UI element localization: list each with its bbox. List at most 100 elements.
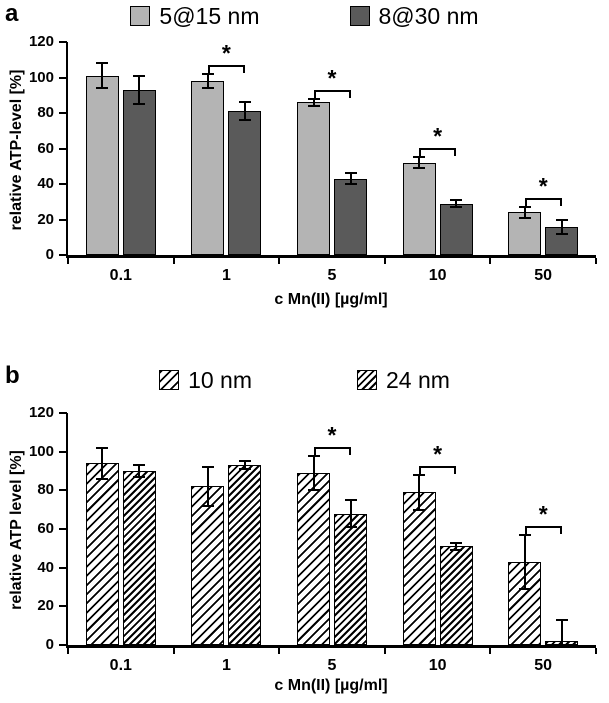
y-tick: [59, 41, 67, 43]
x-tick: [172, 258, 175, 264]
bar-5@15-nm-5: [297, 102, 330, 255]
y-tick-label: 100: [28, 442, 54, 460]
significance-star: *: [327, 421, 337, 448]
error-bar-cap-bottom: [450, 549, 463, 552]
y-tick: [59, 183, 67, 185]
y-tick-label: 40: [37, 558, 54, 576]
significance-star: *: [433, 123, 443, 150]
y-tick: [59, 605, 67, 608]
error-bar-cap-bottom: [518, 216, 531, 219]
error-bar: [455, 542, 458, 551]
error-bar-cap-bottom: [238, 119, 251, 122]
category-label: 0.1: [109, 267, 132, 284]
panel-b-legend: 10 nm 24 nm: [0, 367, 609, 393]
significance-bracket-leg: [348, 89, 351, 98]
error-bar: [101, 447, 104, 479]
error-bar: [138, 465, 141, 477]
bar-5@15-nm-0.1: [85, 75, 119, 255]
error-bar: [560, 619, 563, 645]
x-tick: [595, 648, 597, 654]
x-tick: [172, 648, 175, 654]
y-tick-label: 120: [28, 33, 54, 50]
error-bar: [523, 534, 526, 589]
y-tick-label: 60: [37, 520, 54, 537]
significance-star: *: [538, 173, 548, 200]
y-tick-label: 20: [37, 210, 54, 228]
y-tick-label: 40: [37, 175, 54, 192]
panel-b-plot-area: 0 20 40 60 80 100 120 0.1 1 5 10 50 * * *: [29, 404, 597, 674]
error-bar-cap-bottom: [413, 508, 426, 511]
error-bar-cap-top: [307, 97, 320, 100]
y-tick-label: 20: [37, 597, 54, 615]
category-label: 10: [428, 267, 447, 284]
category-label: 50: [534, 657, 553, 674]
error-bar-cap-top: [344, 172, 357, 175]
x-tick: [489, 648, 492, 654]
y-tick: [59, 147, 67, 150]
error-bar-cap-top: [518, 533, 531, 536]
legend-label: 10 nm: [188, 367, 252, 393]
legend-label: 24 nm: [386, 367, 450, 393]
error-bar-cap-bottom: [238, 468, 251, 471]
x-tick: [595, 258, 597, 264]
error-bar: [243, 102, 246, 121]
y-tick-label: 80: [37, 481, 54, 499]
panel-b-x-axis-title: c Mn(II) [µg/ml]: [274, 677, 388, 694]
error-bar: [418, 157, 421, 169]
bar-10-nm-0.1: [85, 463, 119, 645]
error-bar-cap-bottom: [344, 526, 357, 529]
bar-24-nm-0.1: [122, 471, 156, 645]
error-bar-cap-bottom: [555, 232, 568, 235]
error-bar-cap-bottom: [344, 183, 357, 185]
bar-10-nm-1: [191, 486, 225, 645]
panel-a-plot-area: 0 20 40 60 80 100 120 0.1 1 5 10 50 * * * *: [29, 33, 597, 284]
error-bar-cap-top: [450, 541, 463, 544]
bar-8@30-nm-10: [439, 203, 473, 255]
significance-bracket-leg: [454, 148, 457, 157]
y-tick-label: 0: [45, 636, 54, 653]
legend-label: 8@30 nm: [378, 3, 479, 29]
panel-a-legend: 5@15 nm 8@30 nm: [0, 3, 609, 29]
error-bar: [206, 73, 209, 89]
error-bar: [418, 474, 421, 510]
bar-8@30-nm-5: [334, 178, 367, 255]
significance-star: *: [327, 64, 337, 91]
legend-item: 24 nm: [357, 367, 450, 393]
significance-bracket-leg: [313, 89, 316, 98]
error-bar-cap-bottom: [96, 87, 109, 90]
y-tick: [59, 412, 67, 414]
error-bar: [312, 455, 315, 491]
significance-bracket-leg: [419, 465, 422, 474]
error-bar: [243, 461, 246, 470]
y-tick-label: 80: [37, 104, 54, 121]
error-bar-cap-bottom: [307, 489, 320, 492]
y-tick-label: 0: [45, 246, 54, 263]
significance-bracket: [419, 465, 457, 468]
error-bar-cap-bottom: [307, 104, 320, 107]
error-bar: [523, 207, 526, 218]
significance-bracket: [524, 525, 562, 528]
panel-b: b 10 nm 24 nm relative ATP level [%] 0 20 4…: [0, 352, 609, 703]
error-bar-cap-top: [344, 499, 357, 501]
y-tick: [59, 254, 67, 256]
bar-8@30-nm-0.1: [122, 89, 156, 255]
significance-bracket-leg: [313, 446, 316, 455]
panel-b-letter: b: [5, 362, 20, 389]
error-bar-cap-top: [96, 446, 109, 449]
panel-a-letter: a: [5, 0, 19, 27]
legend-item: 5@15 nm: [130, 3, 260, 29]
significance-bracket-leg: [207, 64, 210, 73]
significance-bracket-leg: [559, 525, 562, 534]
error-bar-cap-bottom: [133, 475, 146, 478]
legend-swatch-solid-light: [130, 6, 151, 26]
bar-10-nm-10: [402, 492, 436, 645]
bar-8@30-nm-1: [228, 111, 262, 255]
y-tick-label: 120: [28, 404, 54, 421]
y-tick-label: 60: [37, 139, 54, 157]
error-bar-cap-top: [96, 62, 109, 65]
significance-star: *: [538, 500, 548, 527]
error-bar-cap-bottom: [413, 167, 426, 170]
significance-bracket: [524, 198, 562, 201]
y-tick: [59, 489, 67, 492]
